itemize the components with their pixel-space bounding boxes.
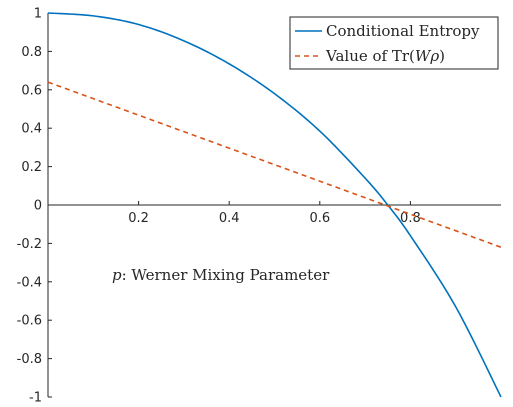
legend-label-conditional-entropy: Conditional Entropy [326, 22, 480, 40]
legend-label-suffix: ) [439, 47, 445, 65]
legend: Conditional Entropy Value of Tr(Wρ) [289, 16, 499, 70]
y-tick-label: 0 [34, 199, 42, 214]
x-axis: 0.2 0.4 0.6 0.8 [48, 201, 501, 226]
y-tick-label: 1 [34, 7, 42, 22]
y-tick-label: -0.2 [17, 237, 42, 252]
y-axis: -1 -0.8 -0.6 -0.4 -0.2 0 0.2 0.4 0.6 0.8 1 [17, 7, 52, 406]
legend-box [289, 16, 499, 70]
legend-label-prefix: Value of Tr( [325, 47, 415, 65]
y-tick-label: -0.8 [17, 352, 42, 367]
y-tick-label: 0.8 [21, 45, 42, 60]
legend-label-rho: ρ [429, 47, 439, 65]
y-tick-label: -0.6 [17, 314, 42, 329]
y-tick-label: 0.6 [21, 83, 42, 98]
x-axis-annotation: p: Werner Mixing Parameter [112, 266, 330, 284]
series-lines [47, 12, 502, 398]
annotation-variable: p [112, 266, 122, 284]
series-line-conditional-entropy [47, 12, 502, 398]
y-tick-label: -1 [29, 391, 42, 406]
y-tick-label: 0.2 [21, 160, 42, 175]
legend-label-trace-value: Value of Tr(Wρ) [325, 47, 445, 65]
x-tick-label: 0.8 [400, 211, 421, 226]
x-tick-label: 0.6 [309, 211, 330, 226]
y-tick-label: -0.4 [17, 275, 42, 290]
y-tick-label: 0.4 [21, 122, 42, 137]
x-tick-label: 0.2 [128, 211, 149, 226]
x-tick-label: 0.4 [219, 211, 240, 226]
annotation-text: : Werner Mixing Parameter [122, 266, 330, 284]
legend-label-w: W [415, 47, 432, 65]
